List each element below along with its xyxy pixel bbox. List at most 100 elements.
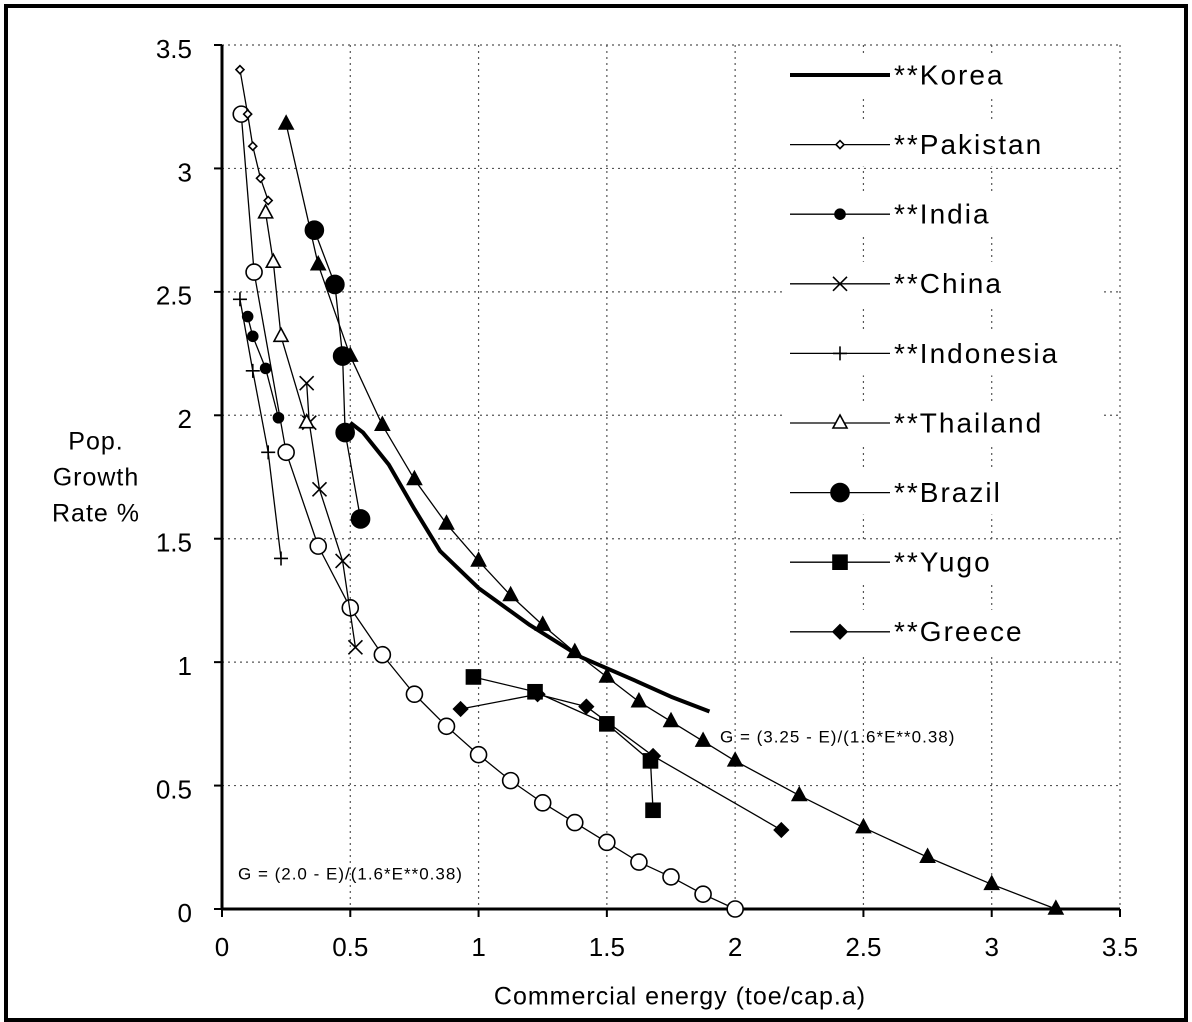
x-tick-label: 2.5: [845, 932, 881, 962]
y-axis-label: Pop.: [68, 428, 123, 456]
series-line: [264, 212, 308, 423]
marker: [598, 833, 616, 852]
x-tick-label: 1: [471, 932, 485, 962]
marker: [630, 853, 648, 871]
legend-label: **China: [894, 268, 1003, 299]
marker: [502, 585, 519, 602]
marker: [469, 745, 488, 764]
x-tick-label: 2: [728, 932, 742, 962]
marker: [335, 553, 351, 569]
y-axis-label: Growth: [53, 464, 140, 492]
marker: [565, 813, 584, 832]
marker: [726, 900, 744, 918]
marker: [662, 868, 680, 886]
legend-marker: [830, 482, 850, 503]
marker: [259, 362, 272, 375]
marker: [274, 551, 289, 566]
marker: [438, 514, 455, 530]
marker: [272, 326, 290, 343]
marker: [533, 794, 552, 812]
marker: [246, 330, 259, 343]
marker: [347, 639, 363, 655]
marker: [242, 108, 253, 120]
marker: [255, 173, 266, 184]
marker: [309, 537, 328, 555]
marker: [726, 751, 744, 767]
legend-marker: [833, 346, 847, 361]
legend-marker: [831, 623, 849, 640]
x-tick-label: 3.5: [1102, 932, 1138, 962]
marker: [598, 667, 616, 683]
marker: [277, 443, 295, 462]
marker: [645, 802, 661, 819]
x-tick-label: 1.5: [589, 932, 625, 962]
marker: [452, 700, 469, 718]
series-line: [473, 676, 654, 811]
marker: [234, 64, 246, 75]
marker: [299, 375, 315, 391]
marker: [406, 469, 423, 486]
marker: [311, 481, 328, 497]
marker: [919, 847, 936, 863]
marker: [247, 141, 258, 152]
legend-label: **Brazil: [894, 477, 1002, 508]
marker: [578, 698, 595, 715]
marker: [644, 747, 662, 765]
legend-marker: [834, 139, 846, 150]
y-tick-label: 3: [178, 157, 192, 187]
marker: [374, 415, 391, 431]
marker: [272, 411, 285, 424]
marker: [261, 445, 276, 460]
marker: [335, 422, 355, 443]
legend-marker: [834, 208, 846, 220]
series-line: [349, 421, 711, 714]
marker: [662, 711, 680, 728]
legend-marker: [831, 413, 849, 429]
marker: [470, 551, 487, 567]
marker: [983, 874, 1001, 891]
marker: [465, 669, 482, 685]
legend-label: **India: [894, 199, 991, 230]
y-tick-label: 1: [178, 651, 192, 681]
series-line: [285, 123, 1057, 910]
legend-marker: [832, 276, 848, 292]
x-tick-label: 3: [984, 932, 998, 962]
marker: [332, 346, 353, 366]
marker: [437, 717, 456, 736]
marker: [534, 615, 552, 631]
marker: [309, 255, 327, 271]
marker: [501, 771, 520, 790]
marker: [855, 817, 872, 834]
marker: [232, 292, 247, 307]
y-tick-label: 0: [178, 898, 192, 928]
marker: [304, 220, 325, 240]
frame: [4, 4, 1188, 1022]
series-line: [247, 316, 280, 418]
legend-label: **Korea: [894, 59, 1005, 90]
marker: [350, 509, 371, 529]
y-tick-label: 2: [178, 404, 192, 434]
annotation: G = (2.0 - E)/(1.6*E**0.38): [238, 864, 463, 883]
marker: [245, 363, 260, 378]
y-axis-label: Rate %: [52, 500, 140, 528]
marker: [298, 413, 316, 429]
y-tick-label: 2.5: [156, 281, 192, 311]
y-tick-label: 0.5: [156, 774, 192, 804]
marker: [773, 821, 790, 839]
series-line: [239, 69, 269, 201]
marker: [373, 645, 392, 664]
annotation: G = (3.25 - E)/(1.6*E**0.38): [720, 727, 955, 746]
x-tick-label: 0.5: [332, 932, 368, 962]
legend-label: **Indonesia: [894, 338, 1059, 369]
marker: [257, 203, 274, 219]
marker: [245, 263, 263, 281]
legend-label: **Pakistan: [894, 129, 1043, 160]
legend-label: **Yugo: [894, 547, 992, 578]
marker: [599, 716, 615, 732]
marker: [630, 691, 648, 708]
marker: [694, 885, 712, 903]
legend-label: **Thailand: [894, 407, 1043, 438]
marker: [1047, 899, 1065, 915]
